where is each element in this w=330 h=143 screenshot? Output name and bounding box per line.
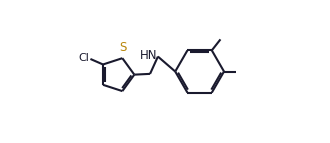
Text: S: S (119, 41, 127, 54)
Text: Cl: Cl (78, 53, 89, 63)
Text: HN: HN (140, 49, 157, 62)
